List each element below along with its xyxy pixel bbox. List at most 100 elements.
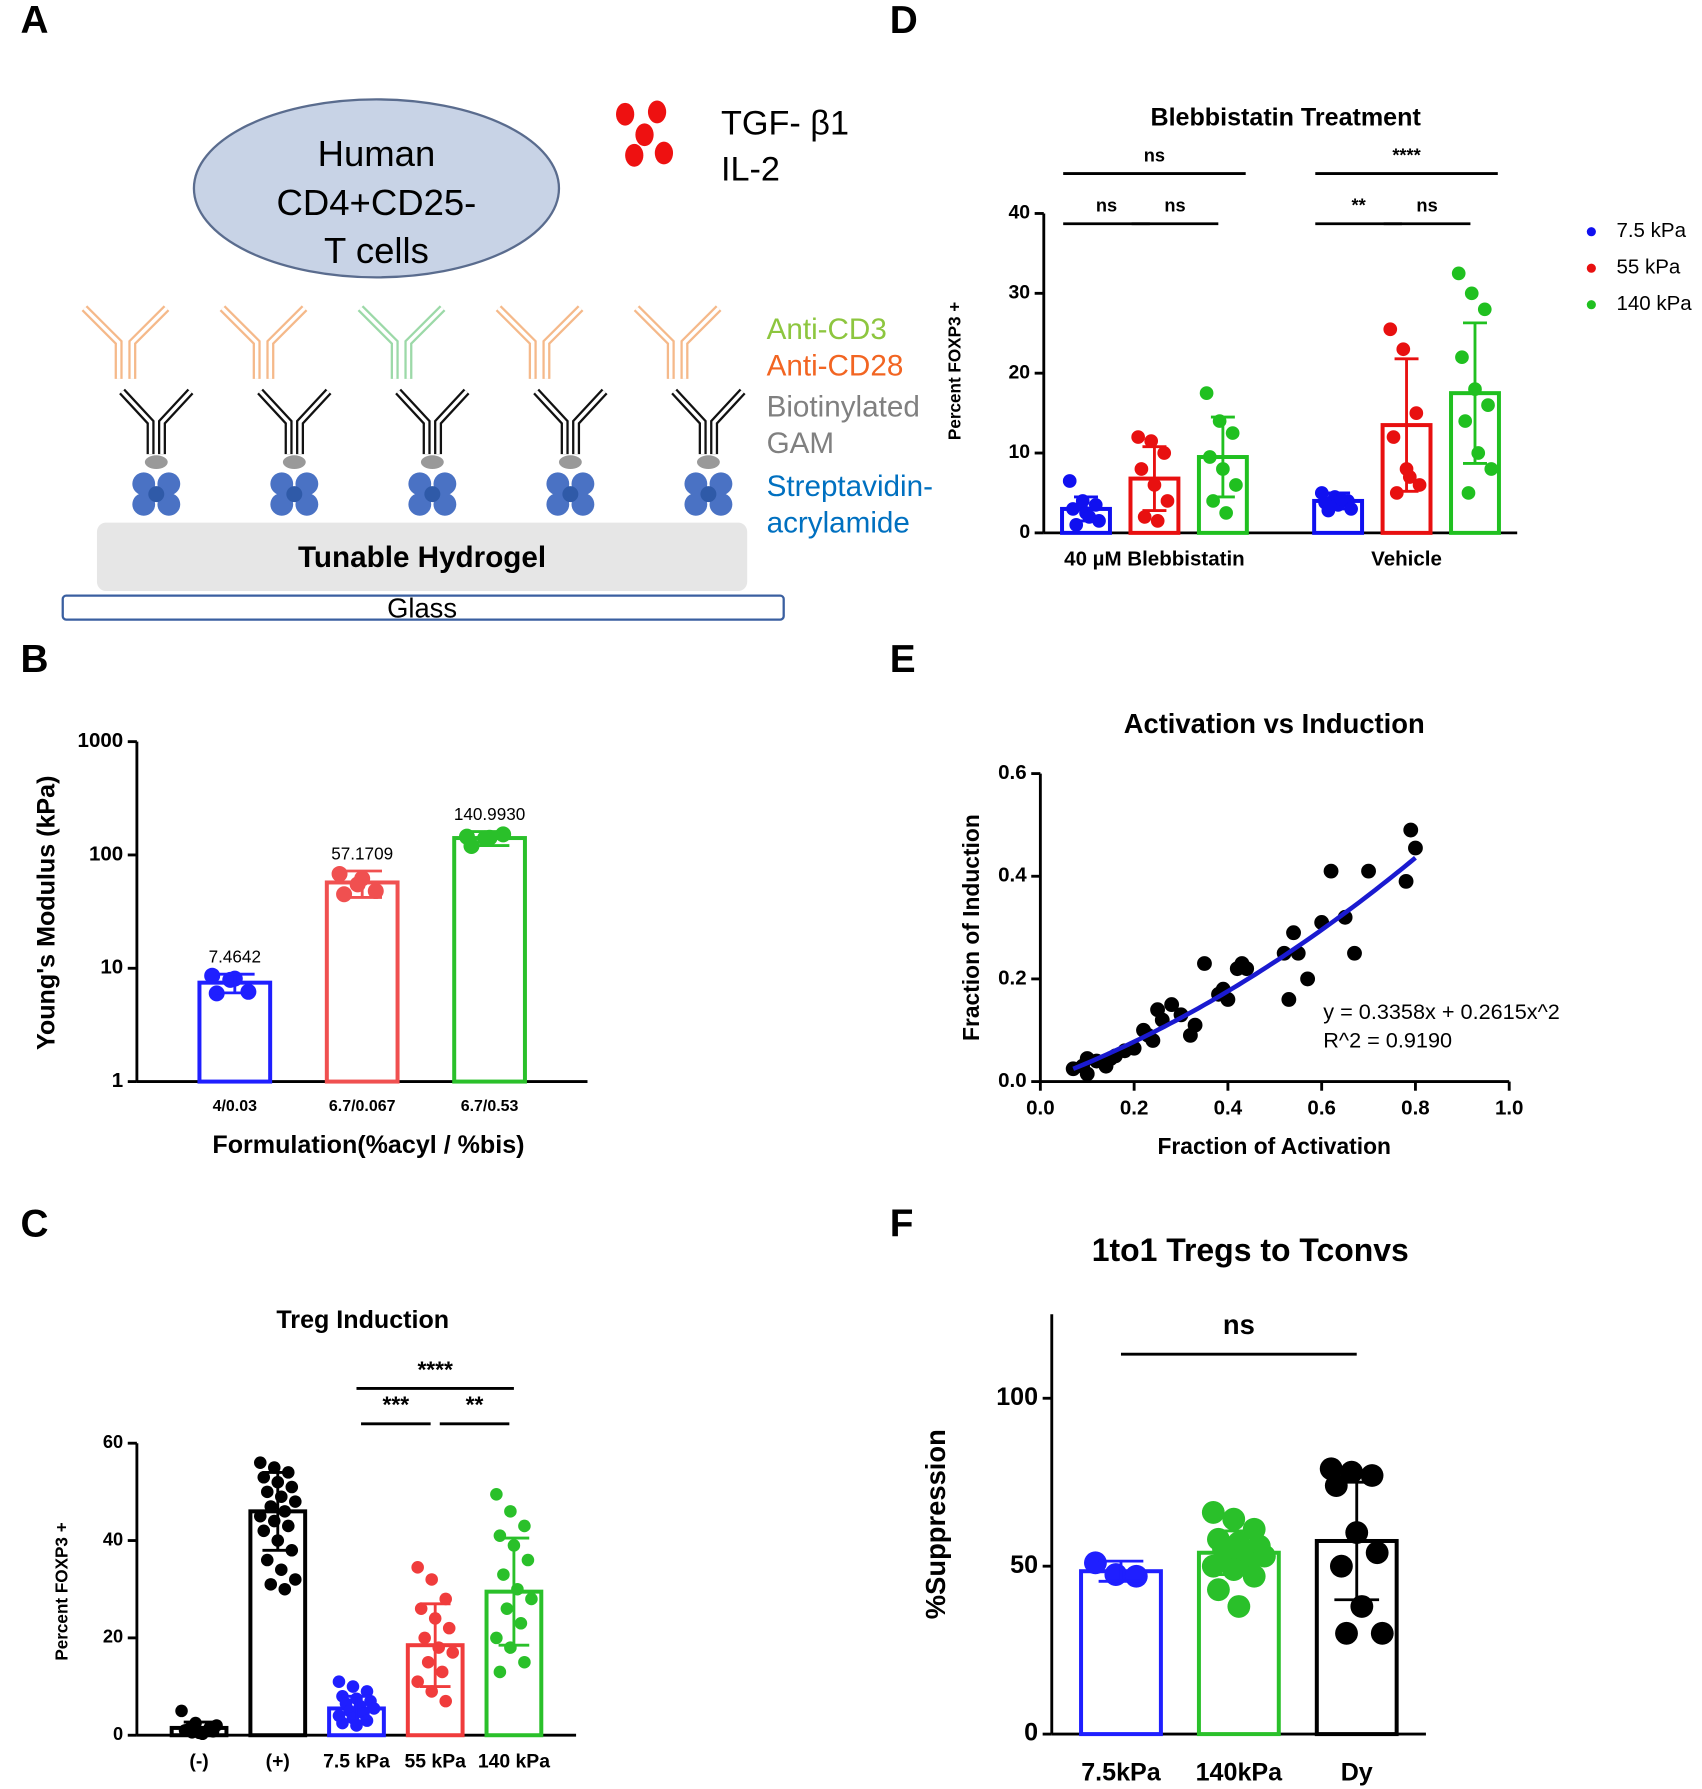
cell-label: Human [318,133,436,174]
biotin [696,455,720,469]
data-point [367,883,384,900]
significance-label: **** [417,1356,453,1382]
data-point [1340,1460,1364,1484]
significance-label: ** [1352,194,1367,215]
bar [1079,1569,1163,1737]
data-point [336,886,353,903]
x-tick-label: (-) [189,1751,208,1773]
data-point [1137,510,1152,524]
streptavidin [709,472,733,496]
y-axis-label: Percent FOXP3 + [52,1522,71,1660]
streptavidin [408,492,432,516]
data-point [336,1716,349,1730]
data-point [1197,956,1212,971]
data-point [1239,961,1255,977]
data-point [1066,502,1080,516]
data-point [1131,430,1145,444]
data-point [493,1665,507,1679]
data-point [1477,302,1492,317]
data-point [1403,822,1419,838]
x-tick-label: (+) [266,1751,290,1773]
legend-text: Streptavidin- [767,470,933,503]
y-tick-label: 1000 [78,729,124,752]
data-point [1451,266,1466,281]
legend-text: Anti-CD28 [767,349,904,382]
cell-label: T cells [324,230,429,271]
y-tick-label: 10 [100,956,123,979]
legend-label: 7.5 kPa [1616,219,1686,242]
streptavidin [433,492,457,516]
data-point [518,1519,531,1533]
bar [1196,1550,1281,1737]
streptavidin [270,472,294,496]
panel-label: A [21,0,49,42]
legend-label: 140 kPa [1616,292,1692,315]
data-point [1370,1621,1394,1645]
data-point [1088,498,1103,512]
legend-marker [1586,227,1596,237]
chart-title: Blebbistatin Treatment [1150,103,1421,131]
y-tick-label: 1 [112,1069,123,1092]
data-point [257,1524,271,1538]
data-point [1455,350,1469,365]
data-point [1199,386,1214,400]
x-tick-label: 4/0.03 [213,1098,258,1115]
legend-text: Biotinylated [767,390,920,423]
x-tick-label: 7.5kPa [1081,1759,1162,1787]
streptavidin [270,492,294,516]
data-point [1219,506,1233,520]
streptavidin [295,492,319,516]
annotation: R^2 = 0.9190 [1323,1027,1452,1052]
y-tick-label: 40 [103,1528,123,1549]
glass-label: Glass [387,593,457,624]
significance-label: ns [1223,1309,1255,1340]
chart-title: Treg Induction [276,1306,449,1334]
biotin [558,455,582,469]
y-tick-label: 0.6 [998,761,1027,784]
data-point [493,1529,507,1542]
legend-text: acrylamide [767,507,910,540]
data-point [1464,286,1479,301]
data-point [495,826,512,843]
streptavidin [709,492,733,516]
legend-text: Anti-CD3 [767,313,887,346]
streptavidin [571,492,595,516]
data-point [1207,1578,1230,1602]
y-tick-label: 30 [1009,281,1031,303]
data-point [260,1485,274,1499]
panel-label: F [890,1203,914,1246]
data-point [1347,945,1362,961]
y-tick-label: 10 [1009,441,1031,463]
data-point [500,1602,514,1615]
x-tick-label: 140kPa [1196,1759,1284,1787]
antibody-upper [635,306,720,379]
data-point [1329,1554,1353,1578]
data-point [278,1505,292,1518]
data-point [1201,1554,1225,1578]
x-tick-label: 1.0 [1495,1096,1524,1119]
data-point [1484,462,1499,476]
bar [324,880,400,1084]
data-point [1229,478,1243,492]
data-point [1062,474,1077,488]
data-point [497,1568,510,1581]
data-point [425,1573,438,1586]
y-tick-label: 0.2 [998,966,1027,989]
legend-label: 55 kPa [1616,256,1680,279]
x-axis-label: Formulation(%acyl / %bis) [212,1131,524,1159]
x-tick-label: 7.5 kPa [323,1751,390,1773]
y-axis-label: %Suppression [920,1429,951,1619]
panel-label: B [21,638,49,681]
data-point [439,1694,452,1708]
significance-label: ns [1144,144,1165,165]
y-tick-label: 100 [996,1383,1038,1411]
data-point [1164,997,1180,1012]
data-point [1203,450,1217,464]
y-tick-label: 0 [113,1723,123,1744]
data-point [1398,873,1414,889]
y-tick-label: 0.4 [998,864,1027,887]
significance-label: **** [1392,144,1421,165]
data-point [1389,486,1404,500]
t-cell [192,98,561,279]
